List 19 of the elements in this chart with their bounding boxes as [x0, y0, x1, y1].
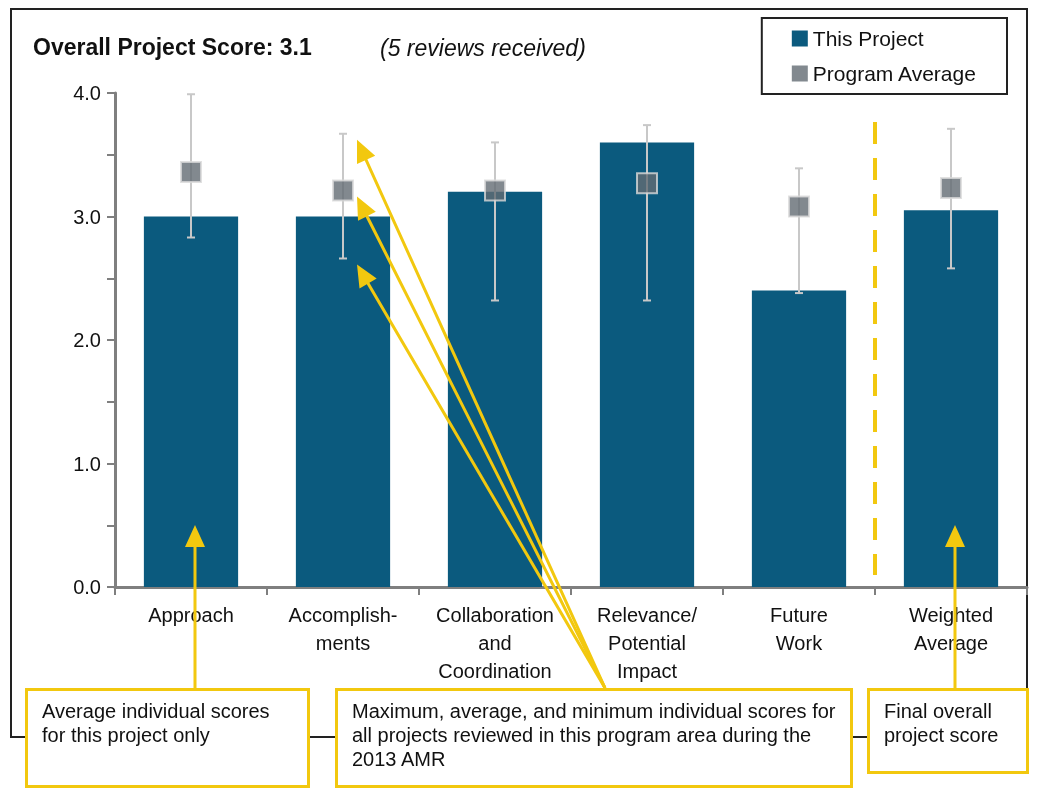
- chart-subtitle: (5 reviews received): [380, 34, 586, 61]
- y-tick-label: 1.0: [73, 452, 101, 475]
- y-tick-label: 4.0: [73, 82, 101, 104]
- text: Final overall project score: [867, 688, 1029, 774]
- y-tick-label: 2.0: [73, 329, 101, 351]
- x-tick-label: Accomplish- ments: [288, 604, 398, 654]
- bar: [903, 210, 999, 587]
- legend-label: This Project: [812, 27, 924, 50]
- y-tick-label: 0.0: [73, 576, 101, 598]
- legend-label: Program Average: [812, 62, 976, 85]
- chart-title: Overall Project Score: 3.1: [33, 33, 312, 60]
- x-tick-label: Collaboration and Coordination: [436, 604, 554, 682]
- text: Maximum, average, and minimum individual scores for all projects reviewed in this program area during the 2013 AMR: [335, 688, 853, 788]
- x-tick-label: Relevance/ Potential Impact: [596, 604, 698, 682]
- bar: [143, 216, 239, 587]
- bar: [751, 290, 847, 587]
- y-tick-label: 3.0: [73, 205, 101, 228]
- text: Average individual scores for this project only: [25, 688, 310, 788]
- x-tick-label: Future Work: [770, 604, 828, 654]
